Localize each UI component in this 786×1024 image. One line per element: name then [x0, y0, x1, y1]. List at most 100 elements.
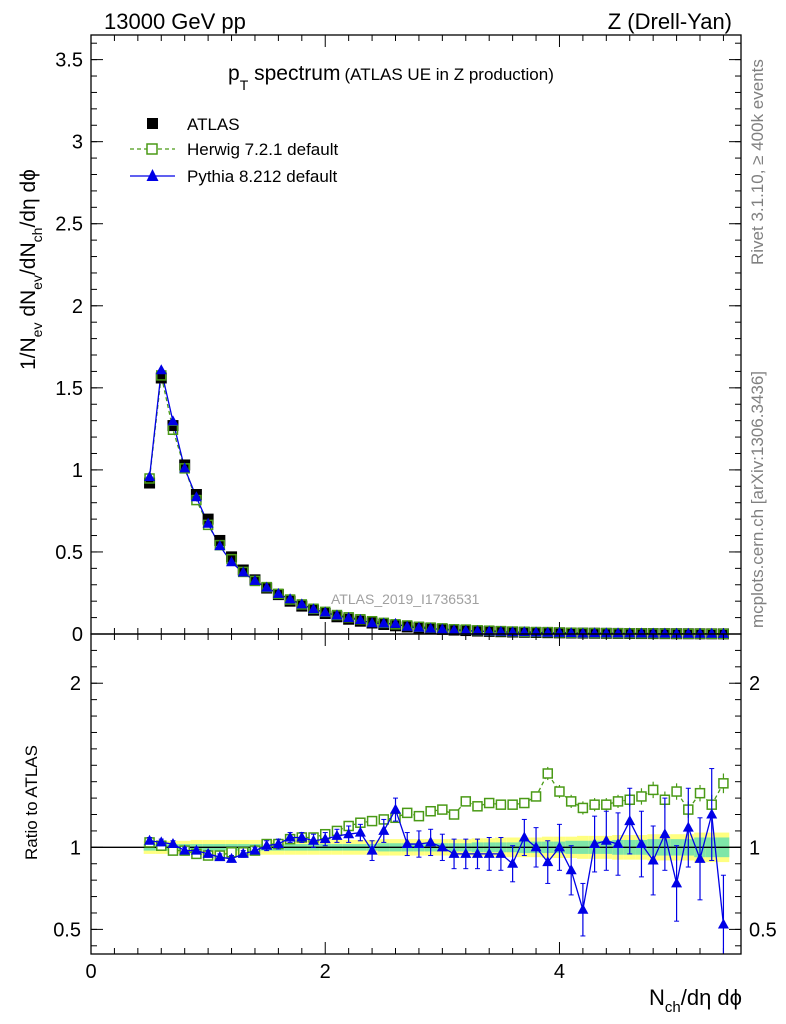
pythia-ratio-point — [589, 838, 601, 849]
pythia-ratio-point — [354, 826, 366, 837]
pythia-ratio-point — [296, 831, 308, 842]
pythia-point — [717, 627, 729, 638]
herwig-ratio-point — [413, 810, 425, 822]
pythia-point — [249, 574, 261, 585]
y-tick-label-ratio-right: 1 — [749, 837, 760, 859]
pythia-ratio-point — [319, 833, 331, 844]
pythia-ratio-point — [717, 918, 729, 929]
herwig-ratio-point — [483, 797, 495, 809]
pythia-ratio-point — [366, 844, 378, 855]
herwig-ratio-point — [577, 802, 589, 814]
ratio-panel: 0.5 0.5 1 1 2 2 0 2 4 — [53, 634, 777, 983]
pythia-ratio-point — [518, 831, 530, 842]
open-square-icon — [146, 143, 158, 155]
ratio-frame — [90, 633, 742, 955]
herwig-ratio-point — [495, 799, 507, 810]
pythia-ratio-point — [390, 803, 402, 814]
pythia-ratio-point — [530, 841, 542, 852]
y-tick-label-main: 0 — [72, 624, 83, 646]
y-tick-label-ratio-right: 0.5 — [749, 919, 777, 941]
pythia-ratio-point — [272, 838, 284, 849]
pythia-ratio-point — [249, 844, 261, 855]
pythia-ratio-point — [612, 838, 624, 849]
herwig-ratio-point — [694, 787, 706, 799]
herwig-ratio-point — [437, 804, 448, 815]
header-process: Z (Drell-Yan) — [608, 9, 732, 34]
rivet-label: Rivet 3.1.10, ≥ 400k events — [748, 59, 767, 265]
pythia-point — [460, 624, 472, 635]
pythia-ratio-point — [647, 854, 659, 865]
main-panel: 0 0.5 1 1.5 2 2.5 3 3.5 — [55, 35, 741, 646]
pythia-point — [483, 625, 495, 636]
herwig-ratio-point — [460, 796, 472, 807]
pythia-ratio-point — [635, 838, 647, 849]
header-energy: 13000 GeV pp — [104, 9, 246, 34]
herwig-ratio-point — [530, 791, 542, 802]
pythia-ratio-point — [553, 841, 565, 852]
pythia-point — [319, 606, 331, 617]
herwig-ratio-point — [671, 786, 682, 797]
legend: ATLAS Herwig 7.2.1 default Pythia 8.212 … — [130, 115, 338, 186]
pythia-ratio-point — [144, 834, 156, 845]
pythia-point — [682, 627, 694, 638]
pythia-point — [272, 587, 284, 598]
y-tick-label-main: 3.5 — [55, 50, 83, 72]
pythia-ratio-point — [331, 829, 343, 840]
pythia-ratio-point — [401, 838, 413, 849]
pythia-point — [155, 364, 167, 375]
legend-entry-pythia: Pythia 8.212 default — [130, 167, 338, 186]
y-axis-label-main: 1/Nev dNev/dNch/dη dϕ — [17, 169, 45, 370]
filled-square-icon — [147, 118, 158, 129]
watermark: ATLAS_2019_I1736531 — [331, 591, 480, 607]
herwig-ratio-point — [366, 815, 378, 827]
pythia-ratio-point — [682, 821, 694, 832]
pythia-point — [390, 617, 402, 628]
pythia-ratio-point — [155, 836, 167, 847]
pythia-point — [331, 609, 343, 620]
pythia-point — [706, 627, 718, 638]
herwig-ratio-point — [519, 797, 530, 809]
pythia-ratio-point — [343, 828, 355, 839]
x-axis-label: Nch/dη dϕ — [649, 985, 742, 1016]
pythia-point — [354, 614, 366, 625]
herwig-ratio-point — [612, 796, 624, 807]
mcplots-label: mcplots.cern.ch [arXiv:1306.3436] — [748, 371, 767, 628]
pythia-ratio-point — [202, 847, 214, 858]
pythia-point — [694, 627, 706, 638]
pythia-point — [635, 627, 647, 638]
pythia-ratio-point — [694, 852, 706, 863]
pythia-point — [237, 566, 249, 577]
y-tick-label-ratio: 1 — [70, 837, 81, 859]
y-tick-label-ratio: 2 — [70, 673, 81, 695]
pythia-ratio-point — [460, 847, 472, 858]
herwig-ratio-point — [589, 799, 600, 810]
pythia-point — [343, 612, 355, 623]
pythia-ratio-point — [659, 828, 671, 839]
herwig-ratio-point — [401, 807, 413, 819]
pythia-ratio-point — [226, 852, 238, 863]
pythia-point — [167, 415, 179, 426]
y-axis-label-ratio: Ratio to ATLAS — [22, 745, 41, 860]
svg-text:ATLAS: ATLAS — [187, 115, 240, 134]
pythia-point — [413, 621, 425, 632]
pythia-point — [577, 627, 589, 638]
herwig-ratio-point — [425, 805, 436, 817]
pythia-ratio-point — [471, 847, 483, 858]
herwig-ratio-point — [647, 784, 659, 796]
herwig-ratio-point — [565, 796, 577, 807]
x-tick-label: 4 — [554, 961, 565, 983]
pythia-ratio-point — [237, 847, 249, 858]
pythia-ratio-point — [495, 847, 507, 858]
pythia-point — [214, 540, 226, 551]
pythia-point — [612, 627, 624, 638]
pythia-point — [671, 627, 683, 638]
legend-entry-herwig: Herwig 7.2.1 default — [130, 140, 338, 159]
pythia-point — [296, 598, 308, 609]
pythia-ratio-point — [284, 831, 296, 842]
pythia-point — [261, 581, 273, 592]
pythia-ratio-point — [214, 851, 226, 862]
pythia-ratio-point — [308, 834, 320, 845]
y-tick-label-ratio: 0.5 — [53, 919, 81, 941]
y-tick-label-main: 3 — [72, 132, 83, 154]
